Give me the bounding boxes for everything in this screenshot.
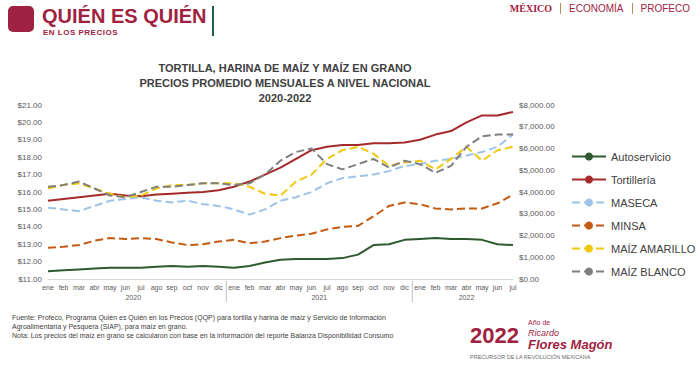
svg-text:abr: abr	[461, 284, 472, 291]
svg-text:$21.00: $21.00	[18, 101, 43, 110]
svg-text:ago: ago	[337, 284, 349, 292]
svg-text:may: may	[475, 284, 489, 292]
svg-text:abr: abr	[275, 284, 286, 291]
svg-text:MINSA: MINSA	[611, 220, 647, 232]
svg-text:dic: dic	[400, 284, 409, 291]
html-text:ECONOMÍA: ECONOMÍA	[569, 3, 624, 14]
svg-text:MAÍZ AMARILLO: MAÍZ AMARILLO	[611, 243, 696, 255]
svg-text:jun: jun	[492, 284, 502, 292]
svg-text:$3,000.00: $3,000.00	[519, 209, 555, 218]
svg-text:MASECA: MASECA	[611, 197, 658, 209]
svg-text:jul: jul	[322, 284, 330, 292]
svg-text:PRECIOS PROMEDIO MENSUALES A N: PRECIOS PROMEDIO MENSUALES A NIVEL NACIO…	[139, 77, 430, 89]
svg-text:$5,000.00: $5,000.00	[519, 166, 555, 175]
svg-text:nov: nov	[383, 284, 395, 291]
svg-text:$4,000.00: $4,000.00	[519, 188, 555, 197]
svg-text:jun: jun	[306, 284, 316, 292]
svg-text:$11.00: $11.00	[18, 275, 42, 284]
svg-text:ago: ago	[151, 284, 163, 292]
svg-text:abr: abr	[89, 284, 100, 291]
html-text:MÉXICO: MÉXICO	[509, 3, 553, 14]
html-text:Año de: Año de	[528, 319, 551, 326]
svg-text:MAÍZ BLANCO: MAÍZ BLANCO	[611, 266, 686, 278]
svg-text:$19.00: $19.00	[18, 135, 43, 144]
svg-text:jul: jul	[508, 284, 516, 292]
svg-text:2020: 2020	[125, 294, 141, 301]
svg-text:2020-2022: 2020-2022	[259, 92, 312, 104]
html-text:Fuente: Profeco, Programa Quié: Fuente: Profeco, Programa Quién es Quién…	[12, 314, 386, 330]
html-text:PROFECO: PROFECO	[640, 3, 690, 14]
svg-text:$17.00: $17.00	[18, 170, 43, 179]
svg-text:$0.00: $0.00	[519, 275, 540, 284]
svg-text:may: may	[103, 284, 117, 292]
html-text:QUIÉN ES QUIÉN: QUIÉN ES QUIÉN	[42, 5, 207, 27]
svg-text:$8,000.00: $8,000.00	[519, 101, 555, 110]
html-text:2022: 2022	[470, 323, 519, 348]
svg-text:ene: ene	[42, 284, 54, 291]
svg-text:2021: 2021	[311, 294, 327, 301]
svg-text:jun: jun	[120, 284, 130, 292]
svg-text:$16.00: $16.00	[18, 188, 43, 197]
svg-text:ene: ene	[228, 284, 240, 291]
html-text:PRECURSOR DE LA REVOLUCIÓN MEX: PRECURSOR DE LA REVOLUCIÓN MEXICANA	[470, 354, 591, 360]
svg-text:Tortillería: Tortillería	[611, 174, 657, 186]
svg-text:oct: oct	[369, 284, 378, 291]
svg-text:feb: feb	[59, 284, 69, 291]
svg-text:sep: sep	[352, 284, 363, 292]
html-text:EN LOS PRECIOS: EN LOS PRECIOS	[43, 28, 118, 37]
svg-text:nov: nov	[197, 284, 209, 291]
svg-text:$12.00: $12.00	[18, 257, 43, 266]
svg-text:$15.00: $15.00	[18, 205, 43, 214]
svg-text:dic: dic	[214, 284, 223, 291]
svg-text:2022: 2022	[459, 294, 475, 301]
svg-text:oct: oct	[183, 284, 192, 291]
svg-text:$20.00: $20.00	[18, 118, 43, 127]
svg-text:feb: feb	[245, 284, 255, 291]
svg-text:jul: jul	[136, 284, 144, 292]
svg-text:$7,000.00: $7,000.00	[519, 122, 555, 131]
html-text:Nota: Los precios del maíz en: Nota: Los precios del maíz en grano se c…	[12, 332, 394, 339]
svg-text:ene: ene	[414, 284, 426, 291]
svg-text:Autoservicio: Autoservicio	[611, 151, 671, 163]
svg-text:TORTILLA, HARINA DE MAÍZ Y MAÍ: TORTILLA, HARINA DE MAÍZ Y MAÍZ EN GRANO	[158, 62, 412, 74]
svg-text:mar: mar	[73, 284, 86, 291]
svg-text:$18.00: $18.00	[18, 153, 43, 162]
svg-text:mar: mar	[259, 284, 272, 291]
svg-text:mar: mar	[445, 284, 458, 291]
svg-text:sep: sep	[166, 284, 177, 292]
html-text:Ricardo: Ricardo	[528, 328, 559, 338]
svg-text:feb: feb	[431, 284, 441, 291]
svg-text:$14.00: $14.00	[18, 222, 43, 231]
html-text:Flores Magón: Flores Magón	[528, 337, 613, 352]
svg-text:$13.00: $13.00	[18, 240, 43, 249]
svg-text:$2,000.00: $2,000.00	[519, 231, 555, 240]
svg-text:$1,000.00: $1,000.00	[519, 253, 555, 262]
svg-text:$6,000.00: $6,000.00	[519, 144, 555, 153]
svg-text:may: may	[289, 284, 303, 292]
